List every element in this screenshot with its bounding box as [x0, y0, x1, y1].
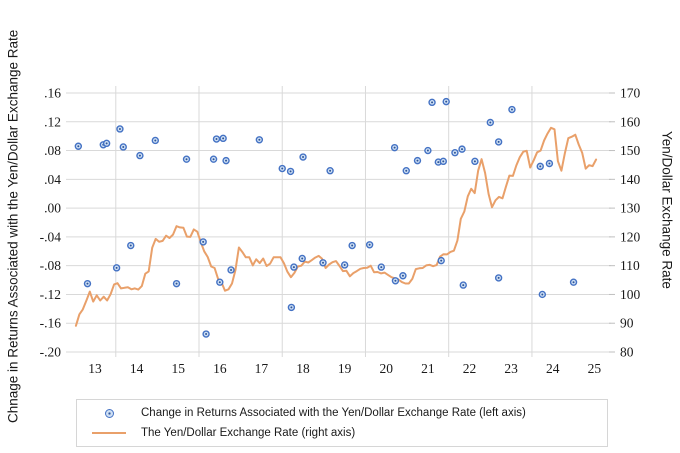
right-axis-tick: 100: [620, 287, 641, 302]
scatter-point: [348, 241, 356, 250]
scatter-point: [182, 155, 191, 163]
scatter-point: [287, 303, 296, 312]
scatter-marker-icon: [77, 408, 141, 418]
legend-entry-line: The Yen/Dollar Exchange Rate (right axis…: [77, 425, 607, 442]
scatter-point: [212, 135, 221, 143]
scatter-point: [286, 167, 295, 176]
scatter-point: [219, 134, 227, 143]
scatter-point: [545, 159, 554, 168]
x-axis-tick: 15: [171, 361, 185, 376]
x-axis-tick: 24: [546, 361, 560, 376]
x-axis-tick: 21: [421, 361, 435, 376]
x-axis-tick: 18: [296, 361, 310, 376]
line-marker-icon: [77, 432, 141, 434]
scatter-point: [538, 290, 547, 299]
x-axis-tick: 16: [213, 361, 227, 376]
scatter-point: [298, 254, 306, 263]
x-axis-tick: 19: [338, 361, 352, 376]
exchange-rate-line: [74, 126, 598, 327]
scatter-point: [227, 266, 235, 274]
chart-legend: Change in Returns Associated with the Ye…: [76, 399, 608, 447]
right-axis-tick: 170: [620, 86, 641, 101]
scatter-point: [459, 281, 467, 289]
scatter-point: [428, 98, 436, 107]
scatter-point: [451, 149, 459, 157]
scatter-point: [494, 138, 503, 146]
scatter-point: [377, 263, 385, 271]
scatter-point: [471, 157, 479, 166]
x-axis-tick: 17: [255, 361, 269, 376]
scatter-point: [340, 261, 349, 269]
x-axis-tick: 25: [588, 361, 602, 376]
scatter-point: [402, 166, 410, 175]
scatter-point: [136, 151, 144, 160]
left-axis-tick: .12: [44, 114, 61, 129]
scatter-point: [83, 279, 92, 288]
scatter-point: [439, 157, 447, 166]
scatter-point: [424, 146, 432, 155]
left-axis-tick: .04: [44, 172, 61, 187]
scatter-point: [390, 143, 399, 152]
left-axis-tick: .16: [44, 86, 61, 101]
scatter-point: [216, 278, 224, 286]
scatter-point: [299, 153, 307, 161]
left-axis-tick: -.12: [40, 287, 61, 302]
scatter-point: [199, 238, 207, 246]
scatter-point: [290, 263, 298, 271]
scatter-point: [222, 156, 230, 165]
scatter-point: [442, 97, 450, 106]
scatter-point: [437, 256, 445, 265]
scatter-point: [508, 105, 516, 114]
x-axis-tick: 13: [88, 361, 102, 376]
scatter-point: [102, 139, 111, 148]
left-axis-tick: -.20: [40, 345, 62, 360]
left-axis-tick: .08: [44, 143, 61, 158]
scatter-point: [112, 264, 121, 272]
scatter-point: [255, 136, 264, 144]
right-axis-title: Yen/Dollar Exchange Rate: [659, 131, 675, 289]
scatter-point: [319, 259, 327, 267]
right-axis-tick: 120: [620, 229, 641, 244]
right-axis-tick: 110: [620, 258, 640, 273]
scatter-point: [413, 156, 422, 165]
x-axis-tick: 20: [380, 361, 394, 376]
right-axis-tick: 150: [620, 143, 641, 158]
scatter-point: [536, 162, 544, 171]
right-axis-tick: 90: [620, 316, 634, 331]
left-axis-tick: -.08: [40, 258, 62, 273]
scatter-point: [202, 330, 210, 338]
right-axis-tick: 130: [620, 201, 641, 216]
scatter-point: [74, 142, 83, 150]
left-axis-tick: .00: [44, 201, 61, 216]
left-axis-tick: -.04: [40, 229, 62, 244]
scatter-point: [119, 143, 127, 151]
scatter-point: [172, 279, 181, 288]
x-axis-tick: 14: [130, 361, 144, 376]
legend-label-line: The Yen/Dollar Exchange Rate (right axis…: [141, 427, 356, 439]
scatter-point: [494, 274, 503, 282]
left-axis-tick: -.16: [40, 316, 62, 331]
scatter-point: [486, 118, 495, 127]
scatter-point: [569, 278, 578, 286]
scatter-point: [391, 277, 400, 285]
x-axis-tick: 23: [504, 361, 518, 376]
scatter-point: [209, 155, 218, 163]
x-axis-tick: 22: [463, 361, 477, 376]
scatter-point: [458, 145, 466, 153]
right-axis-tick: 140: [620, 172, 641, 187]
right-axis-tick: 80: [620, 345, 634, 360]
scatter-point: [278, 164, 286, 173]
legend-label-scatter: Change in Returns Associated with the Ye…: [141, 407, 526, 419]
scatter-point: [127, 241, 135, 250]
scatter-point: [365, 241, 374, 249]
scatter-point: [326, 166, 334, 175]
scatter-point: [399, 272, 407, 280]
scatter-point: [116, 125, 124, 133]
right-axis-tick: 160: [620, 114, 641, 129]
legend-entry-scatter: Change in Returns Associated with the Ye…: [77, 405, 607, 422]
scatter-point: [151, 136, 160, 145]
